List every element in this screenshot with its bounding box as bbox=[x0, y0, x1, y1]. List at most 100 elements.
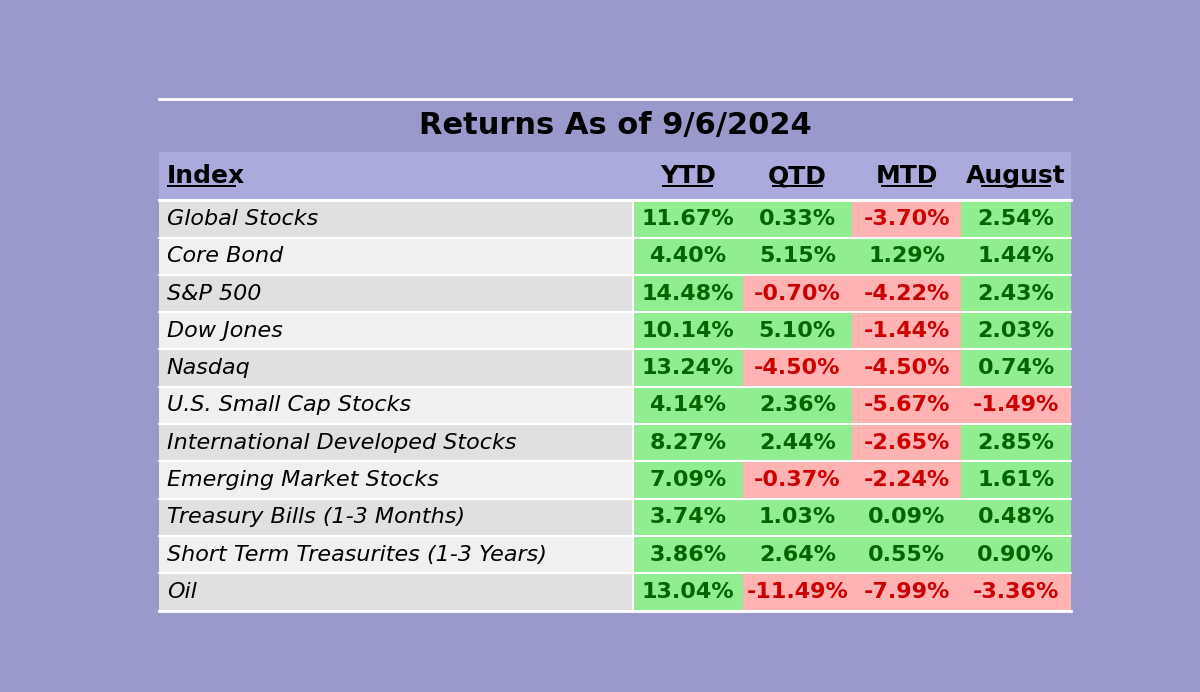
Text: 2.36%: 2.36% bbox=[758, 395, 835, 415]
Text: Global Stocks: Global Stocks bbox=[167, 209, 318, 229]
Text: 0.90%: 0.90% bbox=[977, 545, 1055, 565]
Text: -7.99%: -7.99% bbox=[864, 582, 950, 602]
Text: Treasury Bills (1-3 Months): Treasury Bills (1-3 Months) bbox=[167, 507, 464, 527]
Text: International Developed Stocks: International Developed Stocks bbox=[167, 432, 516, 453]
Text: Index: Index bbox=[167, 164, 245, 188]
Text: Core Bond: Core Bond bbox=[167, 246, 283, 266]
Text: Returns As of 9/6/2024: Returns As of 9/6/2024 bbox=[419, 111, 811, 140]
Text: 11.67%: 11.67% bbox=[642, 209, 734, 229]
Text: Dow Jones: Dow Jones bbox=[167, 321, 283, 341]
Bar bbox=[743, 275, 852, 312]
Bar bbox=[982, 185, 1051, 187]
Bar bbox=[160, 152, 1070, 200]
Bar bbox=[160, 573, 634, 610]
Bar bbox=[634, 349, 743, 387]
Bar bbox=[634, 573, 743, 610]
Bar bbox=[852, 349, 961, 387]
Bar bbox=[634, 312, 743, 349]
Bar bbox=[743, 424, 852, 462]
Text: 7.09%: 7.09% bbox=[649, 470, 726, 490]
Text: YTD: YTD bbox=[660, 164, 716, 188]
Bar bbox=[743, 536, 852, 573]
Bar bbox=[160, 424, 634, 462]
Bar bbox=[743, 573, 852, 610]
Bar bbox=[961, 499, 1070, 536]
Text: 14.48%: 14.48% bbox=[642, 284, 734, 304]
Bar bbox=[634, 424, 743, 462]
Text: S&P 500: S&P 500 bbox=[167, 284, 262, 304]
Bar bbox=[852, 462, 961, 499]
Bar bbox=[743, 237, 852, 275]
Bar bbox=[852, 573, 961, 610]
Bar bbox=[634, 462, 743, 499]
Bar bbox=[743, 200, 852, 237]
Text: 1.61%: 1.61% bbox=[977, 470, 1055, 490]
Bar bbox=[961, 349, 1070, 387]
Text: 2.85%: 2.85% bbox=[978, 432, 1055, 453]
Bar bbox=[852, 275, 961, 312]
Bar bbox=[961, 573, 1070, 610]
Bar bbox=[160, 200, 634, 237]
Text: 2.03%: 2.03% bbox=[978, 321, 1055, 341]
Bar bbox=[634, 275, 743, 312]
Bar bbox=[961, 387, 1070, 424]
Text: -4.22%: -4.22% bbox=[864, 284, 949, 304]
Text: 8.27%: 8.27% bbox=[649, 432, 726, 453]
Bar bbox=[961, 462, 1070, 499]
Text: -0.37%: -0.37% bbox=[754, 470, 840, 490]
Bar bbox=[160, 349, 634, 387]
Bar bbox=[852, 237, 961, 275]
Bar bbox=[852, 424, 961, 462]
Text: -0.70%: -0.70% bbox=[754, 284, 841, 304]
Bar bbox=[634, 536, 743, 573]
Bar bbox=[743, 312, 852, 349]
Text: 10.14%: 10.14% bbox=[642, 321, 734, 341]
Text: MTD: MTD bbox=[876, 164, 938, 188]
Bar bbox=[961, 275, 1070, 312]
Text: 4.14%: 4.14% bbox=[649, 395, 726, 415]
Bar bbox=[160, 275, 634, 312]
Text: 13.24%: 13.24% bbox=[642, 358, 734, 378]
Bar bbox=[160, 499, 634, 536]
Bar bbox=[961, 312, 1070, 349]
Bar bbox=[743, 499, 852, 536]
Text: -1.49%: -1.49% bbox=[973, 395, 1060, 415]
Text: -3.36%: -3.36% bbox=[973, 582, 1060, 602]
Bar bbox=[160, 387, 634, 424]
Bar bbox=[743, 387, 852, 424]
Bar bbox=[852, 499, 961, 536]
Text: -2.65%: -2.65% bbox=[864, 432, 950, 453]
Text: -4.50%: -4.50% bbox=[863, 358, 950, 378]
Text: 3.74%: 3.74% bbox=[649, 507, 726, 527]
Text: 1.44%: 1.44% bbox=[978, 246, 1055, 266]
Text: 5.15%: 5.15% bbox=[758, 246, 835, 266]
Bar bbox=[743, 462, 852, 499]
Text: 0.74%: 0.74% bbox=[977, 358, 1055, 378]
Bar bbox=[852, 312, 961, 349]
Text: 0.33%: 0.33% bbox=[758, 209, 836, 229]
Bar bbox=[961, 200, 1070, 237]
Bar bbox=[634, 237, 743, 275]
Bar bbox=[772, 185, 823, 187]
Text: -5.67%: -5.67% bbox=[863, 395, 950, 415]
Text: August: August bbox=[966, 164, 1066, 188]
Bar bbox=[160, 536, 634, 573]
Bar bbox=[160, 462, 634, 499]
Text: 5.10%: 5.10% bbox=[758, 321, 836, 341]
Bar bbox=[852, 536, 961, 573]
Text: 1.03%: 1.03% bbox=[758, 507, 836, 527]
Bar bbox=[167, 185, 236, 187]
Text: Short Term Treasurites (1-3 Years): Short Term Treasurites (1-3 Years) bbox=[167, 545, 547, 565]
Text: 4.40%: 4.40% bbox=[649, 246, 726, 266]
Bar bbox=[961, 424, 1070, 462]
Bar bbox=[961, 536, 1070, 573]
Text: -2.24%: -2.24% bbox=[864, 470, 949, 490]
Text: 0.09%: 0.09% bbox=[868, 507, 946, 527]
Bar bbox=[743, 349, 852, 387]
Text: QTD: QTD bbox=[768, 164, 827, 188]
Bar bbox=[634, 387, 743, 424]
Text: Nasdaq: Nasdaq bbox=[167, 358, 251, 378]
Text: 0.55%: 0.55% bbox=[868, 545, 946, 565]
Text: 2.44%: 2.44% bbox=[758, 432, 835, 453]
Bar bbox=[852, 200, 961, 237]
